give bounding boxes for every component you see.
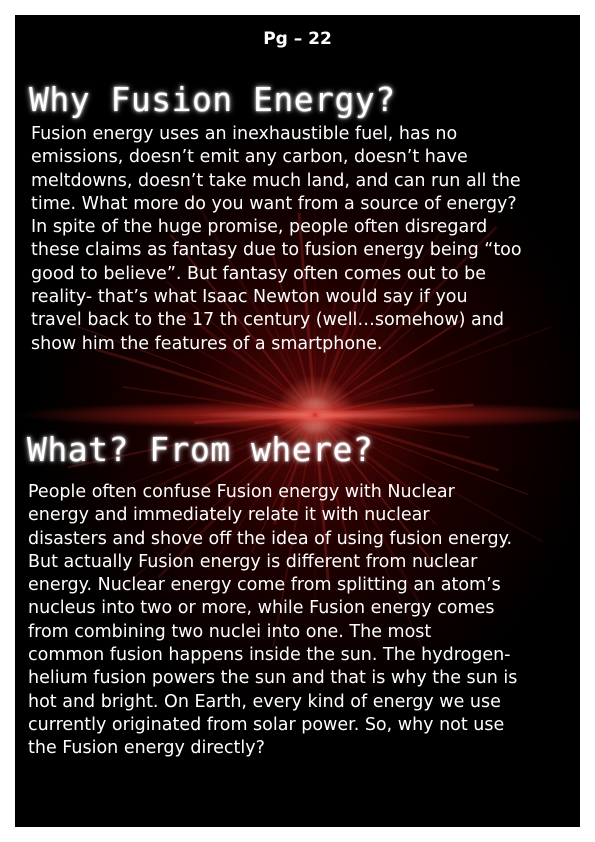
light-ray: [314, 230, 443, 416]
page: Pg – 22 Why Fusion Energy? Fusion energy…: [15, 15, 580, 827]
text-line: these claims as fantasy due to fusion en…: [31, 240, 522, 261]
text-line: energy. Nuclear energy come from splitti…: [28, 575, 501, 596]
light-ray: [314, 388, 434, 416]
light-ray: [198, 349, 316, 416]
text-line: common fusion happens inside the sun. Th…: [28, 645, 511, 666]
paragraph-why-fusion: Fusion energy uses an inexhaustible fuel…: [31, 123, 576, 356]
paragraph-what-from-where: People often confuse Fusion energy with …: [28, 481, 573, 761]
light-ray: [314, 322, 418, 416]
light-ray: [313, 225, 498, 417]
light-ray: [256, 289, 316, 416]
light-ray: [270, 250, 316, 416]
section-heading-why-fusion: Why Fusion Energy?: [29, 80, 396, 119]
page-number: Pg – 22: [263, 29, 332, 49]
light-ray: [314, 245, 394, 416]
light-ray: [314, 413, 500, 472]
light-ray: [313, 272, 369, 416]
light-ray: [66, 321, 316, 416]
text-line: energy and immediately relate it with nu…: [28, 505, 430, 526]
light-ray: [314, 414, 529, 496]
red-burst-background: [15, 15, 580, 827]
light-ray: [94, 347, 316, 417]
light-ray: [314, 414, 471, 439]
light-ray: [194, 413, 316, 425]
light-ray: [314, 300, 337, 416]
light-ray: [314, 413, 418, 496]
light-ray: [314, 414, 424, 651]
text-line: good to believe”. But fantasy often come…: [31, 263, 487, 284]
light-ray: [186, 185, 317, 416]
light-ray: [251, 414, 316, 553]
light-ray: [314, 414, 544, 543]
light-ray: [157, 413, 317, 579]
text-line: meltdowns, doesn’t take much land, and c…: [31, 170, 521, 191]
light-ray: [313, 414, 427, 614]
text-line: reality- that’s what Isaac Newton would …: [31, 287, 468, 308]
text-line: disasters and shove off the idea of usin…: [28, 528, 513, 549]
text-line: show him the features of a smartphone.: [31, 333, 383, 354]
light-ray: [314, 414, 351, 547]
light-ray: [207, 414, 316, 571]
text-line: currently originated from solar power. S…: [28, 714, 505, 735]
text-line: time. What more do you want from a sourc…: [31, 193, 517, 214]
light-ray: [272, 414, 316, 648]
text-line: hot and bright. On Earth, every kind of …: [28, 691, 501, 712]
light-ray: [273, 414, 317, 525]
light-ray: [166, 280, 316, 416]
light-ray: [198, 414, 316, 492]
text-line: the Fusion energy directly?: [28, 738, 265, 759]
text-line: People often confuse Fusion energy with …: [28, 482, 455, 502]
light-ray: [297, 212, 317, 416]
text-line: In spite of the huge promise, people oft…: [31, 217, 488, 238]
light-ray: [314, 318, 463, 416]
light-ray: [122, 385, 316, 416]
light-ray: [183, 311, 316, 417]
light-ray: [67, 414, 316, 469]
text-line: nucleus into two or more, while Fusion e…: [28, 598, 495, 619]
text-line: helium fusion powers the sun and that is…: [28, 668, 518, 689]
section-heading-what-from-where: What? From where?: [27, 430, 374, 469]
light-ray: [169, 234, 316, 416]
text-line: Fusion energy uses an inexhaustible fuel…: [31, 124, 458, 144]
light-ray: [314, 414, 437, 525]
light-ray: [153, 413, 316, 489]
light-ray: [314, 326, 551, 416]
light-ray: [313, 414, 330, 583]
text-line: emissions, doesn’t emit any carbon, does…: [31, 147, 468, 168]
light-ray: [114, 414, 316, 491]
light-ray: [314, 414, 438, 569]
light-ray: [314, 403, 474, 417]
light-ray: [314, 325, 511, 417]
light-rays-decoration: [66, 179, 551, 651]
text-line: travel back to the 17 th century (well…s…: [31, 310, 504, 331]
text-line: from combining two nuclei into one. The …: [28, 621, 432, 642]
text-line: But actually Fusion energy is different …: [28, 551, 478, 572]
light-ray: [119, 414, 316, 592]
